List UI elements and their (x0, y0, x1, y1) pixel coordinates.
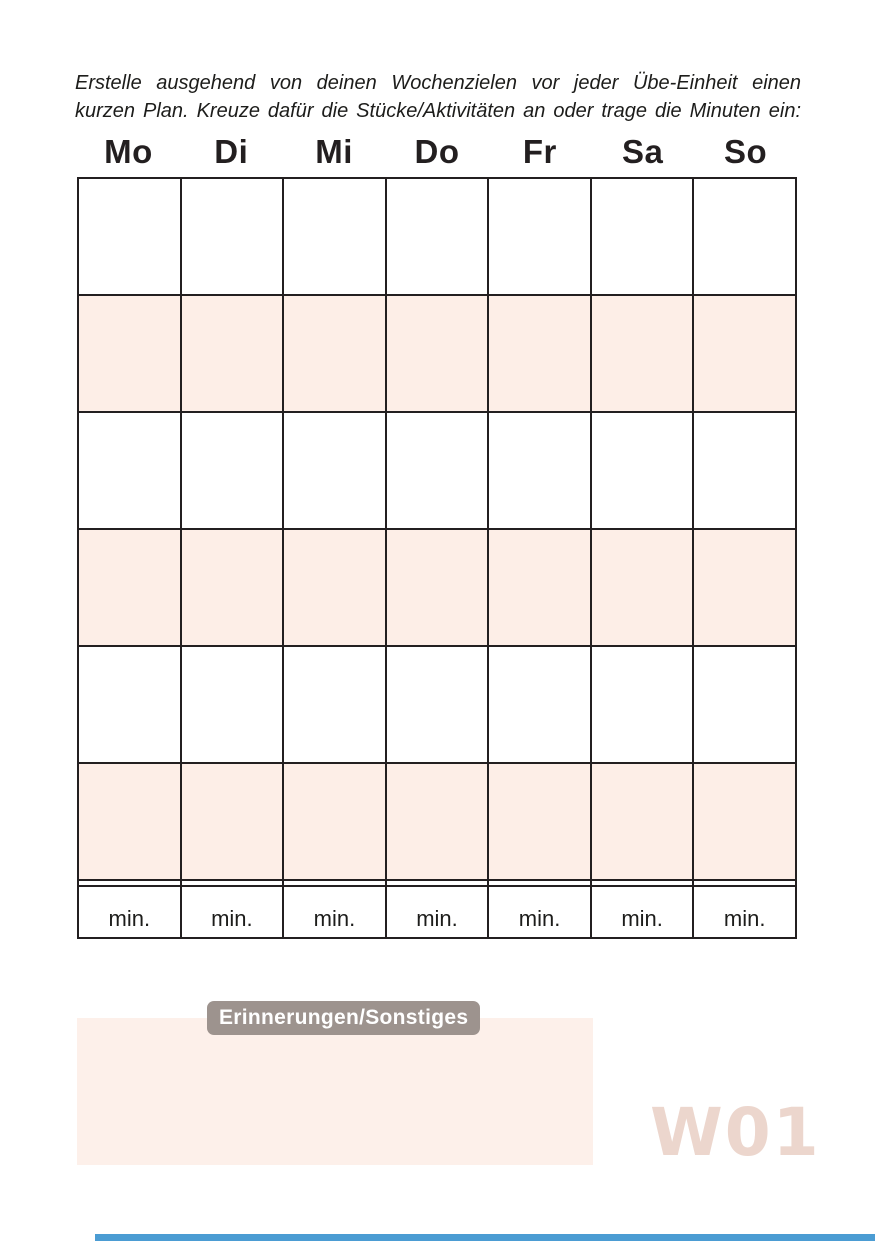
grid-cell-sa-row5[interactable] (589, 645, 695, 764)
grid-cell-sa-row1[interactable] (589, 177, 695, 296)
grid-cell-do-row5[interactable] (384, 645, 490, 764)
grid-cell-mi-row1[interactable] (282, 177, 387, 296)
grid-cell-so-row5[interactable] (692, 645, 797, 764)
grid-cell-mo-row5[interactable] (77, 645, 182, 764)
grid-cell-sa-row3[interactable] (589, 411, 695, 530)
practice-grid: min. min. min. min. min. min. min. (77, 177, 797, 939)
grid-cell-do-row3[interactable] (384, 411, 490, 530)
day-label-fr: Fr (522, 133, 557, 170)
min-label: min. (313, 906, 356, 931)
double-line-spacer-row (77, 879, 797, 887)
grid-cell-di-row5[interactable] (179, 645, 285, 764)
grid-cell-mi-row4[interactable] (282, 528, 387, 647)
minutes-cell-di[interactable]: min. (179, 885, 285, 939)
grid-row-3 (77, 411, 797, 530)
grid-row-4 (77, 528, 797, 647)
grid-cell-di-row4[interactable] (179, 528, 285, 647)
day-label-sa: Sa (622, 133, 664, 170)
instruction-text: Erstelle ausgehend von deinen Wochenziel… (75, 69, 801, 125)
grid-cell-di-row6[interactable] (179, 762, 285, 881)
grid-cell-di-row1[interactable] (179, 177, 285, 296)
grid-cell-fr-row4[interactable] (487, 528, 592, 647)
grid-cell-mo-row4[interactable] (77, 528, 182, 647)
grid-cell-so-row6[interactable] (692, 762, 797, 881)
minutes-cell-mi[interactable]: min. (282, 885, 387, 939)
grid-cell-mo-row1[interactable] (77, 177, 182, 296)
reminders-notes-area[interactable] (77, 1018, 593, 1165)
grid-cell-do-row2[interactable] (384, 294, 490, 413)
spacer-cell (77, 879, 182, 887)
grid-cell-fr-row5[interactable] (487, 645, 592, 764)
min-label: min. (108, 906, 151, 931)
minutes-cell-sa[interactable]: min. (589, 885, 695, 939)
grid-row-5 (77, 645, 797, 764)
day-label-mo: Mo (104, 133, 153, 170)
minutes-total-row: min. min. min. min. min. min. min. (77, 885, 797, 939)
grid-row-2 (77, 294, 797, 413)
grid-cell-fr-row3[interactable] (487, 411, 592, 530)
spacer-cell (692, 879, 797, 887)
grid-cell-mo-row3[interactable] (77, 411, 182, 530)
reminders-label: Erinnerungen/Sonstiges (219, 1006, 469, 1029)
grid-row-1 (77, 177, 797, 296)
day-label-di: Di (214, 133, 249, 170)
minutes-cell-fr[interactable]: min. (487, 885, 592, 939)
footer-accent-bar (95, 1234, 875, 1241)
grid-cell-mi-row3[interactable] (282, 411, 387, 530)
day-label-so: So (723, 133, 768, 170)
min-label: min. (416, 906, 458, 931)
grid-cell-di-row3[interactable] (179, 411, 285, 530)
minutes-cell-so[interactable]: min. (692, 885, 797, 939)
grid-cell-so-row3[interactable] (692, 411, 797, 530)
spacer-cell (487, 879, 592, 887)
grid-cell-mo-row2[interactable] (77, 294, 182, 413)
grid-cell-sa-row2[interactable] (589, 294, 695, 413)
min-label: min. (518, 906, 561, 931)
grid-cell-sa-row6[interactable] (589, 762, 695, 881)
minutes-cell-do[interactable]: min. (384, 885, 490, 939)
instruction-line-1: Erstelle ausgehend von deinen Wochenziel… (75, 72, 801, 94)
day-header-row: Mo Di Mi Do Fr Sa So (77, 131, 797, 173)
grid-cell-do-row6[interactable] (384, 762, 490, 881)
grid-cell-so-row2[interactable] (692, 294, 797, 413)
min-label: min. (211, 906, 253, 931)
day-label-mi: Mi (315, 133, 353, 170)
reminders-badge: Erinnerungen/Sonstiges (207, 1001, 481, 1035)
week-number-label: W01 (650, 1094, 821, 1171)
spacer-cell (589, 879, 695, 887)
grid-cell-do-row1[interactable] (384, 177, 490, 296)
grid-cell-mi-row6[interactable] (282, 762, 387, 881)
grid-row-6 (77, 762, 797, 881)
spacer-cell (179, 879, 285, 887)
grid-cell-mi-row2[interactable] (282, 294, 387, 413)
grid-cell-fr-row2[interactable] (487, 294, 592, 413)
min-label: min. (723, 906, 766, 931)
grid-cell-sa-row4[interactable] (589, 528, 695, 647)
spacer-cell (282, 879, 387, 887)
spacer-cell (384, 879, 490, 887)
grid-cell-fr-row1[interactable] (487, 177, 592, 296)
grid-cell-mi-row5[interactable] (282, 645, 387, 764)
grid-cell-so-row1[interactable] (692, 177, 797, 296)
grid-cell-fr-row6[interactable] (487, 762, 592, 881)
grid-cell-di-row2[interactable] (179, 294, 285, 413)
day-label-do: Do (414, 133, 460, 170)
grid-cell-do-row4[interactable] (384, 528, 490, 647)
min-label: min. (621, 906, 663, 931)
grid-cell-so-row4[interactable] (692, 528, 797, 647)
grid-cell-mo-row6[interactable] (77, 762, 182, 881)
instruction-line-2: kurzen Plan. Kreuze dafür die Stücke/Akt… (75, 100, 801, 122)
minutes-cell-mo[interactable]: min. (77, 885, 182, 939)
